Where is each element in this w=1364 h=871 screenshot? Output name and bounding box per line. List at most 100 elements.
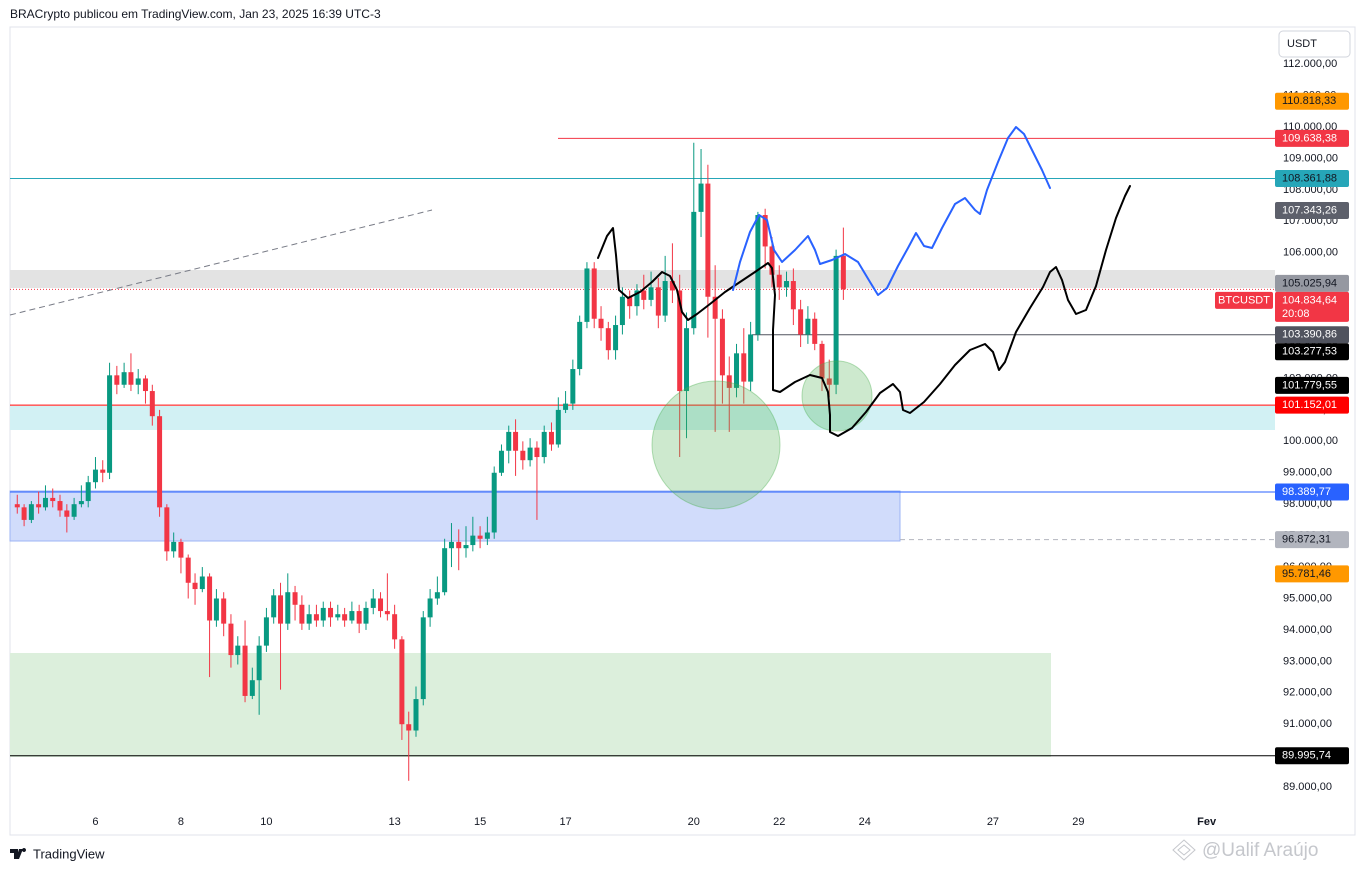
candle-body <box>21 507 27 520</box>
x-tick-label: 13 <box>389 816 401 828</box>
y-tick-label: 91.000,00 <box>1283 718 1332 730</box>
candle-body <box>527 447 533 461</box>
candle-body <box>506 431 512 451</box>
candle-body <box>491 472 497 533</box>
candle-body <box>335 614 341 618</box>
y-tick-label: 100.000,00 <box>1283 435 1338 447</box>
candle-body <box>563 403 569 410</box>
currency-button[interactable] <box>1278 30 1351 58</box>
candle-body <box>228 623 234 656</box>
x-tick-label: 29 <box>1072 816 1084 828</box>
candle-body <box>299 604 305 624</box>
candle-body <box>263 617 269 646</box>
price-label: 105.025,94 <box>1282 277 1337 289</box>
candle-body <box>14 504 20 508</box>
candle-body <box>776 274 782 288</box>
price-label: 101.152,01 <box>1282 399 1337 411</box>
candle-body <box>627 296 633 307</box>
price-countdown: 20:08 <box>1282 308 1310 320</box>
zone-green <box>10 653 1051 757</box>
price-label: 103.277,53 <box>1282 346 1337 358</box>
candle-body <box>698 183 704 212</box>
candle-body <box>185 557 191 583</box>
x-tick-label: 24 <box>859 816 871 828</box>
x-tick-label: 22 <box>773 816 785 828</box>
zone-cyan <box>10 406 1275 430</box>
candle-body <box>384 611 390 615</box>
price-label: 98.389,77 <box>1282 486 1331 498</box>
candle-body <box>57 501 63 511</box>
price-label: 104.834,64 <box>1282 294 1337 306</box>
candle-body <box>285 592 291 624</box>
candle-body <box>356 611 362 624</box>
currency-label: USDT <box>1287 38 1317 50</box>
candle-body <box>470 535 476 546</box>
price-label: 101.779,55 <box>1282 379 1337 391</box>
candle-body <box>107 375 113 473</box>
candle-body <box>456 541 462 549</box>
candle-body <box>520 450 526 461</box>
zone-gray <box>10 270 1275 288</box>
candle-body <box>805 318 811 335</box>
candle-body <box>677 290 683 392</box>
candle-body <box>28 504 34 520</box>
candle-body <box>541 431 547 458</box>
logo: TradingView <box>10 846 105 861</box>
candle-body <box>826 378 832 385</box>
price-label-box <box>1275 376 1349 394</box>
watermark-icon <box>1172 839 1196 861</box>
candle-body <box>378 598 384 612</box>
candle-body <box>92 469 98 483</box>
candle-body <box>669 281 675 291</box>
price-label-box <box>1275 483 1349 501</box>
candle-body <box>748 334 754 382</box>
candle-body <box>427 598 433 618</box>
x-tick-label: 6 <box>92 816 98 828</box>
candle-body <box>434 592 440 599</box>
candle-body <box>207 576 213 621</box>
candle-body <box>292 592 298 605</box>
candle-body <box>313 614 319 621</box>
y-tick-label: 95.000,00 <box>1283 592 1332 604</box>
price-label: 103.390,86 <box>1282 329 1337 341</box>
candle-body <box>249 680 255 696</box>
y-tick-label: 99.000,00 <box>1283 467 1332 479</box>
candle-body <box>100 469 106 473</box>
candle-body <box>684 328 690 392</box>
candle-body <box>192 582 198 590</box>
candle-body <box>755 215 761 335</box>
price-label-box <box>1275 531 1349 549</box>
y-tick-label: 106.000,00 <box>1283 247 1338 259</box>
candle-body <box>577 321 583 370</box>
price-label-box <box>1275 170 1349 188</box>
candle-body <box>442 548 448 593</box>
y-tick-label: 98.000,00 <box>1283 498 1332 510</box>
candle-body <box>605 328 611 351</box>
drawing-regions <box>9 209 1275 757</box>
candle-body <box>463 545 469 549</box>
x-tick-label: 8 <box>178 816 184 828</box>
candle-body <box>399 639 405 725</box>
price-label: 89.995,74 <box>1282 750 1331 762</box>
candle-body <box>392 614 398 640</box>
candle-body <box>784 281 790 288</box>
watermark: @Ualif Araújo <box>1202 840 1318 861</box>
zone-blue <box>9 490 901 542</box>
x-tick-label: 27 <box>987 816 999 828</box>
candle-body <box>36 504 42 508</box>
price-label: 95.781,46 <box>1282 568 1331 580</box>
price-label-box <box>1275 326 1349 344</box>
y-tick-label: 109.000,00 <box>1283 152 1338 164</box>
candle-body <box>691 211 697 329</box>
price-label-box <box>1275 565 1349 583</box>
price-labels: 110.818,33 109.638,38 108.361,88 107.343,26… <box>1215 92 1349 765</box>
logo-text: TradingView <box>33 846 105 861</box>
projection-blue <box>732 126 1051 296</box>
candle-body <box>71 504 77 517</box>
candle-body <box>477 535 483 539</box>
candle-body <box>619 296 625 326</box>
candle-body <box>171 541 177 552</box>
candle-body <box>135 378 141 385</box>
x-tick-label: Fev <box>1197 816 1217 828</box>
candle-body <box>833 255 839 385</box>
